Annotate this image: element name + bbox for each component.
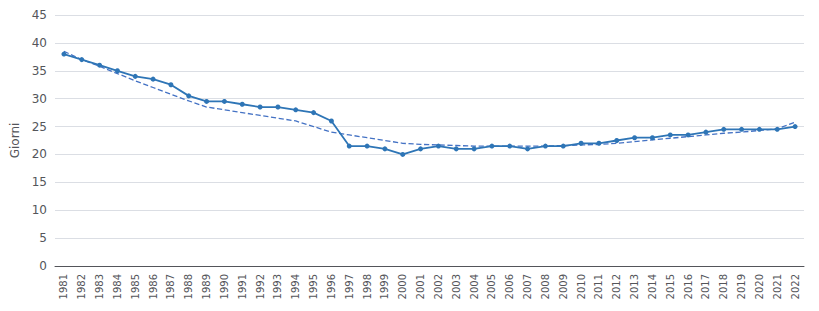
svg-text:1986: 1986 xyxy=(148,274,159,299)
svg-text:20: 20 xyxy=(32,147,47,161)
svg-text:40: 40 xyxy=(32,36,47,50)
svg-text:10: 10 xyxy=(32,203,47,217)
svg-text:25: 25 xyxy=(32,120,47,134)
svg-text:2002: 2002 xyxy=(433,274,444,299)
svg-text:Giorni: Giorni xyxy=(8,123,22,159)
svg-text:1982: 1982 xyxy=(76,274,87,299)
svg-text:1994: 1994 xyxy=(290,274,301,299)
svg-text:2014: 2014 xyxy=(647,274,658,299)
svg-text:1983: 1983 xyxy=(94,274,105,299)
svg-text:2021: 2021 xyxy=(772,274,783,299)
svg-text:2013: 2013 xyxy=(629,274,640,299)
svg-text:2010: 2010 xyxy=(576,274,587,299)
svg-text:2022: 2022 xyxy=(790,274,801,299)
svg-text:2000: 2000 xyxy=(397,274,408,299)
svg-text:35: 35 xyxy=(32,64,47,78)
svg-text:2007: 2007 xyxy=(522,274,533,299)
svg-text:1991: 1991 xyxy=(237,274,248,299)
svg-text:1999: 1999 xyxy=(379,274,390,299)
svg-text:2005: 2005 xyxy=(486,274,497,299)
svg-text:2015: 2015 xyxy=(665,274,676,299)
svg-text:2016: 2016 xyxy=(683,274,694,299)
svg-text:1990: 1990 xyxy=(219,274,230,299)
svg-text:1992: 1992 xyxy=(255,274,266,299)
svg-text:2009: 2009 xyxy=(558,274,569,299)
svg-text:2006: 2006 xyxy=(504,274,515,299)
svg-text:2012: 2012 xyxy=(611,274,622,299)
svg-text:0: 0 xyxy=(39,259,47,273)
svg-text:1998: 1998 xyxy=(362,274,373,299)
svg-text:1995: 1995 xyxy=(308,274,319,299)
svg-text:2011: 2011 xyxy=(593,274,604,299)
svg-text:30: 30 xyxy=(32,92,47,106)
svg-text:1985: 1985 xyxy=(130,274,141,299)
svg-text:45: 45 xyxy=(32,8,47,22)
svg-text:2004: 2004 xyxy=(469,274,480,299)
svg-text:1993: 1993 xyxy=(272,274,283,299)
svg-text:1984: 1984 xyxy=(112,274,123,299)
svg-text:1997: 1997 xyxy=(344,274,355,299)
svg-text:2017: 2017 xyxy=(700,274,711,299)
svg-text:1981: 1981 xyxy=(58,274,69,299)
svg-text:1989: 1989 xyxy=(201,274,212,299)
svg-text:2001: 2001 xyxy=(415,274,426,299)
svg-text:2019: 2019 xyxy=(736,274,747,299)
svg-text:15: 15 xyxy=(32,175,47,189)
svg-text:1988: 1988 xyxy=(183,274,194,299)
svg-text:2018: 2018 xyxy=(718,274,729,299)
svg-text:5: 5 xyxy=(39,231,47,245)
svg-text:1996: 1996 xyxy=(326,274,337,299)
svg-text:1987: 1987 xyxy=(165,274,176,299)
svg-text:2008: 2008 xyxy=(540,274,551,299)
svg-text:2003: 2003 xyxy=(451,274,462,299)
svg-text:2020: 2020 xyxy=(754,274,765,299)
